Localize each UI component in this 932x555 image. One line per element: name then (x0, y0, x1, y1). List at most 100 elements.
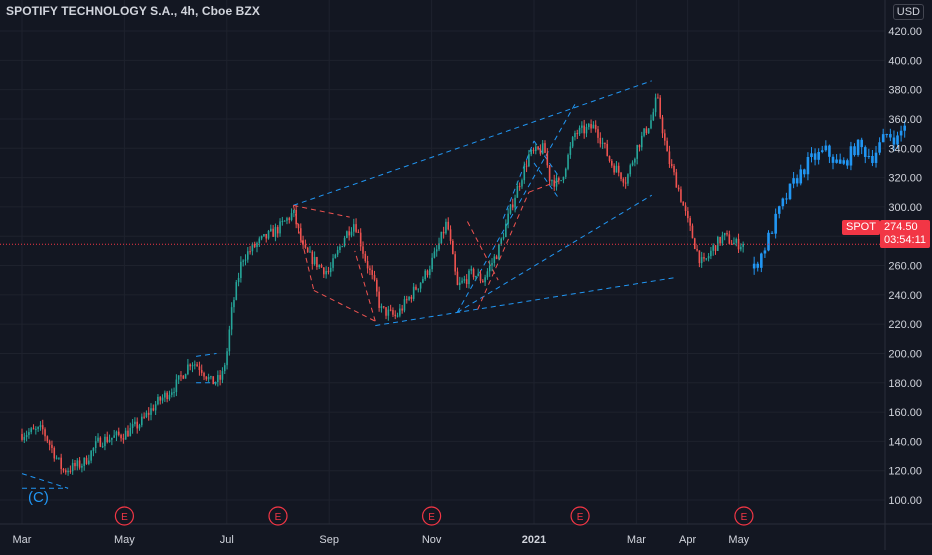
projection-candle (799, 169, 803, 184)
candle (290, 213, 293, 220)
candle (562, 176, 565, 181)
candle (735, 238, 738, 243)
candle (670, 164, 673, 166)
candle (217, 375, 219, 383)
candle (69, 470, 72, 472)
projection-candle (806, 156, 810, 175)
candle (233, 299, 235, 308)
candle (412, 286, 415, 299)
candle (654, 97, 657, 113)
projection-candle (871, 156, 874, 163)
x-axis[interactable]: Mar May Jul Sep Nov 2021 Mar Apr May (13, 534, 750, 546)
candle (104, 436, 106, 447)
candle (615, 165, 618, 173)
projection-candle (752, 263, 756, 269)
trendline (456, 104, 576, 313)
y-tick-label: 420.00 (888, 26, 922, 38)
candle (587, 124, 590, 127)
candle (39, 425, 42, 427)
candle (544, 143, 546, 153)
candle (25, 435, 28, 437)
candle (537, 146, 539, 150)
candle (279, 221, 281, 234)
candle (159, 396, 162, 401)
candle (530, 149, 532, 155)
candle (477, 273, 479, 277)
candle (138, 425, 141, 429)
candle (228, 329, 231, 352)
earnings-marker (570, 506, 590, 526)
projection-candle (824, 145, 828, 151)
y-tick-label: 380.00 (888, 85, 922, 97)
x-tick-label: 2021 (522, 534, 546, 546)
candle (532, 149, 535, 152)
candle (553, 180, 556, 187)
candle (657, 97, 659, 99)
candle (327, 271, 330, 273)
candle (403, 299, 406, 311)
candle (558, 178, 560, 181)
candle (576, 133, 579, 135)
trendline (477, 192, 530, 310)
candle (486, 271, 489, 278)
projection-candle (831, 156, 835, 163)
candle (627, 174, 629, 184)
candle (214, 382, 217, 385)
candle (369, 268, 371, 271)
y-axis[interactable]: 100.00 120.00 140.00 160.00 180.00 200.00 220.… (888, 26, 922, 507)
candle (410, 296, 413, 299)
candle (631, 162, 634, 166)
candle (740, 246, 742, 250)
projection-candle (760, 253, 763, 268)
candle (569, 146, 572, 155)
candle (581, 125, 583, 128)
candle (677, 187, 680, 190)
projection-candle (813, 153, 817, 160)
candle (622, 178, 625, 183)
candle (452, 240, 454, 255)
candle (659, 97, 662, 118)
candle (495, 256, 498, 260)
candle (226, 351, 228, 366)
candle (318, 264, 321, 268)
candle (719, 237, 721, 244)
earnings-marker (734, 506, 754, 526)
earnings-marker-label: E (741, 512, 748, 523)
currency-badge[interactable]: USD (892, 4, 924, 20)
projection-candle (846, 160, 849, 166)
earnings-marker-label: E (577, 512, 584, 523)
candle (465, 279, 468, 285)
candle (189, 364, 191, 367)
candle (730, 243, 733, 245)
candle (668, 151, 671, 165)
candle (601, 142, 604, 144)
projection-candle (856, 139, 860, 156)
candle (23, 436, 26, 440)
projection-candle (792, 178, 795, 184)
candle (461, 280, 463, 283)
candle (454, 254, 456, 272)
candle (371, 270, 374, 275)
trendline (502, 140, 535, 219)
candle (373, 274, 376, 280)
earnings-marker-label: E (275, 512, 282, 523)
candle (634, 158, 636, 163)
candle (426, 270, 429, 276)
candle (76, 460, 79, 467)
candle (525, 165, 528, 167)
candle (251, 244, 254, 252)
earnings-marker (422, 506, 442, 526)
trendline (313, 289, 376, 322)
candle (498, 244, 500, 260)
candle (336, 250, 339, 255)
x-tick-label: Sep (319, 534, 339, 546)
candle (348, 231, 350, 236)
projection-candle (896, 135, 899, 145)
candle (164, 392, 166, 398)
candle (484, 277, 486, 283)
candle (516, 186, 519, 198)
candle (58, 457, 60, 459)
candle (357, 231, 360, 233)
